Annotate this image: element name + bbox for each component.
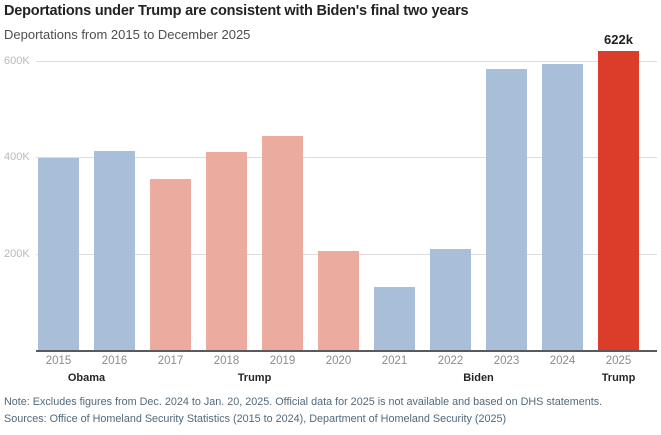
x-axis-label-2023: 2023 <box>493 355 520 367</box>
x-axis-label-2021: 2021 <box>381 355 408 367</box>
sources-line: Sources: Office of Homeland Security Sta… <box>4 413 507 425</box>
footnote: Note: Excludes figures from Dec. 2024 to… <box>4 396 603 408</box>
x-axis-label-2017: 2017 <box>157 355 184 367</box>
x-axis-label-2019: 2019 <box>269 355 296 367</box>
bar-2015 <box>38 158 79 351</box>
x-axis-label-2024: 2024 <box>549 355 576 367</box>
president-labels-row: Obama Trump Biden Trump <box>0 372 661 388</box>
bar-2025 <box>598 51 639 351</box>
x-axis-label-2022: 2022 <box>437 355 464 367</box>
gridline-400k <box>36 157 657 159</box>
plot-area: 200K 400K 600K 622k <box>0 32 661 351</box>
bar-2023 <box>486 69 527 351</box>
president-label-trump-1: Trump <box>237 372 272 384</box>
y-axis-tick-600k: 600K <box>4 55 30 68</box>
president-label-trump-3: Trump <box>601 372 636 384</box>
x-axis-label-2020: 2020 <box>325 355 352 367</box>
chart-title: Deportations under Trump are consistent … <box>4 3 469 19</box>
x-axis-label-2018: 2018 <box>213 355 240 367</box>
bar-2021 <box>374 287 415 351</box>
bars-container <box>38 50 639 351</box>
bar-2017 <box>150 178 191 351</box>
president-label-biden-2: Biden <box>463 372 494 384</box>
gridline-600k <box>36 61 657 63</box>
chart-subtitle: Deportations from 2015 to December 2025 <box>4 27 251 42</box>
x-axis-line <box>36 350 657 352</box>
x-axis-labels: 2015 2016 2017 2018 2019 2020 2021 2022 2023 2024… <box>38 355 639 367</box>
president-label-obama-0: Obama <box>67 372 106 384</box>
bar-2018 <box>206 151 247 351</box>
bar-2016 <box>94 150 135 351</box>
bar-2024 <box>542 63 583 351</box>
bar-2022 <box>430 249 471 351</box>
value-label-2025: 622k <box>604 32 633 48</box>
x-axis-label-2025: 2025 <box>605 355 632 367</box>
bar-2019 <box>262 135 303 351</box>
y-axis-tick-200k: 200K <box>4 247 30 260</box>
bar-2020 <box>318 251 359 351</box>
x-axis-label-2016: 2016 <box>101 355 128 367</box>
y-axis-tick-400k: 400K <box>4 151 30 164</box>
x-axis-label-2015: 2015 <box>45 355 72 367</box>
